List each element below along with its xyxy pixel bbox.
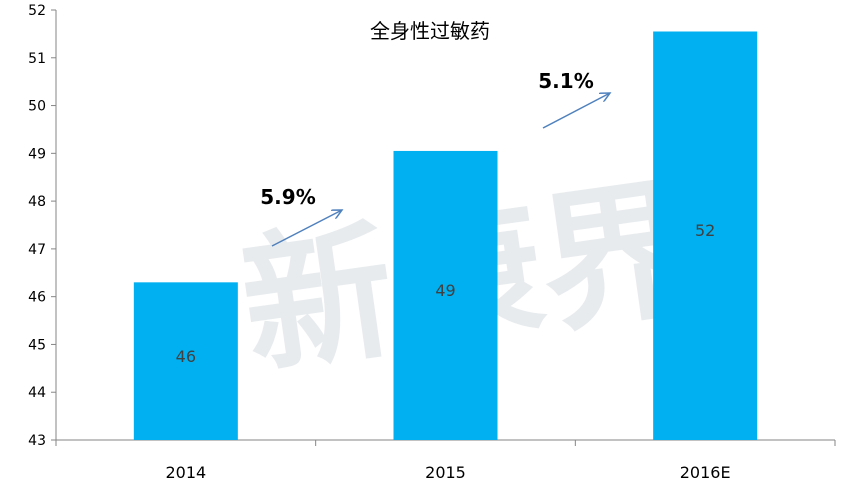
y-tick-label: 47 <box>28 242 46 258</box>
data-label: 52 <box>695 221 715 240</box>
data-label: 49 <box>435 281 455 300</box>
y-tick-label: 49 <box>28 146 46 162</box>
x-tick-label: 2016E <box>680 463 731 482</box>
y-tick-label: 46 <box>28 290 46 306</box>
y-tick-label: 44 <box>28 385 46 401</box>
bar-2014 <box>133 282 238 440</box>
y-tick-label: 50 <box>28 99 46 115</box>
growth-label: 5.9% <box>260 185 315 209</box>
growth-arrow <box>542 93 610 129</box>
chart-title: 全身性过敏药 <box>370 19 490 43</box>
data-label: 46 <box>176 347 196 366</box>
y-tick-label: 43 <box>28 433 46 449</box>
data-labels: 46 49 52 <box>176 221 716 366</box>
bars <box>133 31 758 440</box>
growth-arrow <box>271 210 342 247</box>
x-tick-label: 2014 <box>165 463 206 482</box>
bar-2015 <box>393 150 498 440</box>
annotations: 5.9% 5.1% <box>260 69 610 247</box>
y-tick-label: 52 <box>28 3 46 19</box>
y-tick-label: 51 <box>28 51 46 67</box>
y-tick-label: 45 <box>28 337 46 353</box>
growth-label: 5.1% <box>538 69 593 93</box>
bar-2016E <box>653 31 758 440</box>
y-tick-label: 48 <box>28 194 46 210</box>
x-tick-label: 2015 <box>425 463 466 482</box>
